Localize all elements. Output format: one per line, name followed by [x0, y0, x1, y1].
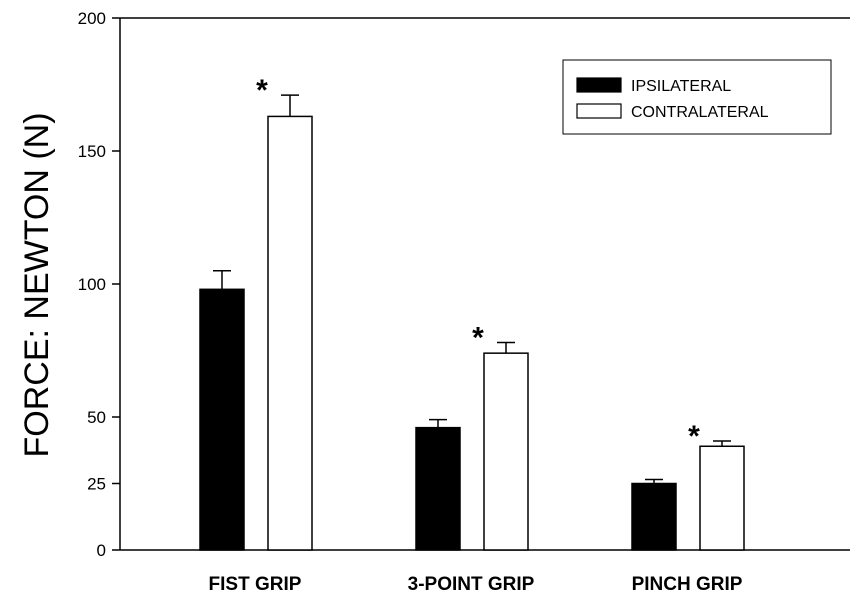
significance-star: *	[256, 74, 268, 107]
bar-contralateral-2	[699, 445, 745, 551]
legend-label: CONTRALATERAL	[631, 104, 769, 121]
y-tick-label: 25	[87, 475, 106, 494]
error-bars	[213, 94, 731, 484]
y-axis-label: FORCE: NEWTON (N)	[18, 112, 56, 457]
significance-markers: * * *	[256, 74, 700, 453]
category-label: FIST GRIP	[209, 574, 302, 595]
y-tick-label: 150	[78, 142, 106, 161]
category-labels: FIST GRIP 3-POINT GRIP PINCH GRIP	[209, 574, 743, 595]
significance-star: *	[472, 322, 484, 355]
bar-ipsilateral-0	[199, 288, 245, 551]
bar-contralateral-1	[483, 352, 529, 551]
legend-box	[562, 59, 832, 135]
significance-star: *	[688, 420, 700, 453]
legend-swatch	[576, 103, 622, 119]
bar-contralateral-0	[267, 115, 313, 551]
y-tick-label: 50	[87, 408, 106, 427]
legend: IPSILATERAL CONTRALATERAL	[562, 59, 832, 135]
y-tick-label: 100	[78, 275, 106, 294]
y-tick-label: 0	[97, 541, 106, 560]
legend-label: IPSILATERAL	[631, 78, 731, 95]
y-tick-label: 200	[78, 9, 106, 28]
category-label: 3-POINT GRIP	[408, 574, 535, 595]
bar-ipsilateral-1	[415, 426, 461, 551]
bar-ipsilateral-2	[631, 482, 677, 551]
legend-swatch	[576, 77, 622, 93]
category-label: PINCH GRIP	[632, 574, 743, 595]
bars	[199, 115, 745, 551]
y-axis-ticks: 0 25 50 100 150 200	[78, 9, 120, 560]
